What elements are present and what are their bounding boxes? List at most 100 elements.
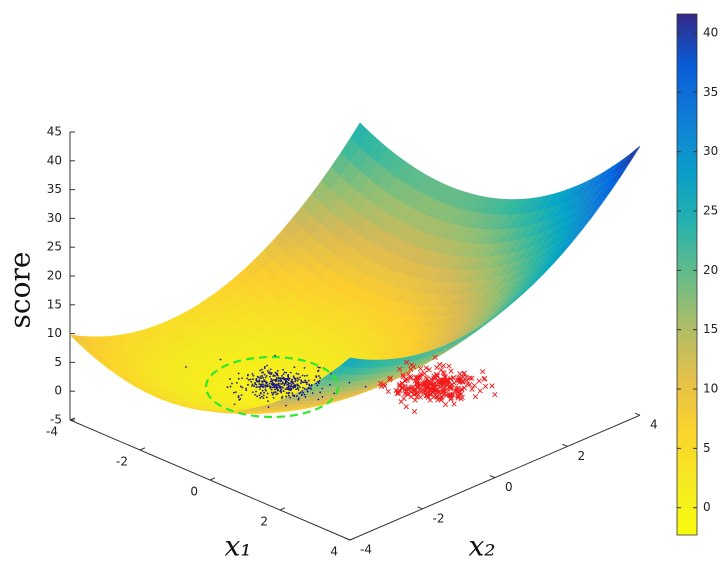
x-tick-label: -4 xyxy=(46,425,58,439)
decor-point xyxy=(247,383,249,386)
decor-cross xyxy=(377,380,384,386)
decor-point xyxy=(303,381,305,384)
decor-point xyxy=(258,383,261,385)
decor-cross xyxy=(448,368,454,374)
decor-point xyxy=(285,395,287,398)
decor-cross xyxy=(381,381,387,388)
decor-point xyxy=(317,366,320,369)
decor-cross xyxy=(405,371,411,377)
decor-point xyxy=(281,395,284,398)
decor-point xyxy=(271,384,274,387)
decor-point xyxy=(297,388,300,391)
decor-point xyxy=(329,383,331,386)
surface-patch xyxy=(620,145,641,170)
decor-point xyxy=(287,374,290,376)
decor-cross xyxy=(489,383,495,389)
decor-point xyxy=(271,381,274,384)
z-tick-label: 10 xyxy=(47,326,62,340)
decor-cross xyxy=(430,389,437,395)
decor-point xyxy=(270,388,273,391)
decor-point xyxy=(282,373,285,376)
decor-point xyxy=(265,375,268,377)
decor-point xyxy=(300,394,303,397)
decor-point xyxy=(260,375,263,378)
decor-point xyxy=(290,388,293,391)
decor-point xyxy=(255,386,258,389)
decor-cross xyxy=(428,376,435,383)
decor-point xyxy=(283,371,286,374)
decor-cross xyxy=(414,390,420,396)
decor-point xyxy=(259,397,262,399)
decor-point xyxy=(290,385,293,388)
decor-point xyxy=(318,366,321,369)
decor-cross xyxy=(451,401,457,407)
decor-point xyxy=(232,391,235,394)
decor-point xyxy=(267,406,270,409)
decor-point xyxy=(276,389,279,392)
decor-cross xyxy=(448,386,454,392)
decor-point xyxy=(285,371,287,374)
z-tick-label: 40 xyxy=(47,153,62,167)
decor-cross xyxy=(461,385,468,391)
decor-point xyxy=(285,404,287,407)
x-tick xyxy=(139,447,146,451)
decor-cross xyxy=(417,375,423,381)
decor-point xyxy=(286,383,288,386)
decor-cross xyxy=(432,392,439,398)
decor-point xyxy=(288,377,291,380)
decor-point xyxy=(303,374,306,377)
decor-point xyxy=(364,385,367,388)
decor-cross xyxy=(423,365,429,371)
decor-point xyxy=(266,364,269,367)
decor-cross xyxy=(396,381,403,388)
decor-point xyxy=(270,372,273,374)
decor-cross xyxy=(403,404,409,410)
decor-point xyxy=(302,386,304,389)
decor-point xyxy=(239,385,242,388)
decor-point xyxy=(247,379,250,381)
decor-point xyxy=(185,366,187,368)
decor-cross xyxy=(409,362,415,368)
decor-cross xyxy=(438,381,444,387)
decor-cross xyxy=(469,375,475,381)
decor-point xyxy=(311,392,314,394)
decor-cross xyxy=(459,394,465,400)
decor-point xyxy=(299,382,302,385)
decor-point xyxy=(297,398,300,401)
decor-point xyxy=(267,371,270,374)
decor-cross xyxy=(398,399,404,405)
z-tick-label: -5 xyxy=(50,413,62,427)
decor-point xyxy=(261,381,264,383)
decor-cross xyxy=(417,381,423,388)
decor-point xyxy=(241,377,243,380)
decor-point xyxy=(249,378,252,381)
decor-point xyxy=(252,378,254,381)
decor-point xyxy=(279,378,282,381)
z-tick-label: 5 xyxy=(54,355,62,369)
decor-point xyxy=(252,374,255,377)
decor-cross xyxy=(405,387,411,393)
decor-point xyxy=(229,385,232,388)
decor-point xyxy=(333,392,336,395)
decor-point xyxy=(286,386,289,389)
decor-point xyxy=(257,385,259,388)
decor-cross xyxy=(423,375,429,381)
decor-point xyxy=(269,368,272,371)
z-tick-label: 15 xyxy=(47,297,62,311)
decor-point xyxy=(265,385,268,388)
y-tick-label: -2 xyxy=(433,511,445,525)
z-tick-label: 20 xyxy=(47,269,62,283)
decor-point xyxy=(278,379,280,382)
decor-point xyxy=(274,371,277,374)
y-tick-label: 4 xyxy=(650,418,658,432)
decor-point xyxy=(246,377,249,380)
decor-point xyxy=(300,380,303,383)
decor-point xyxy=(273,383,276,385)
z-tick-label: 25 xyxy=(47,240,62,254)
decor-point xyxy=(256,395,258,398)
decor-point xyxy=(260,392,262,395)
decor-point xyxy=(278,382,280,385)
decor-cross xyxy=(450,375,456,381)
colorbar-tick-label: 20 xyxy=(703,263,718,277)
decor-point xyxy=(301,390,304,392)
